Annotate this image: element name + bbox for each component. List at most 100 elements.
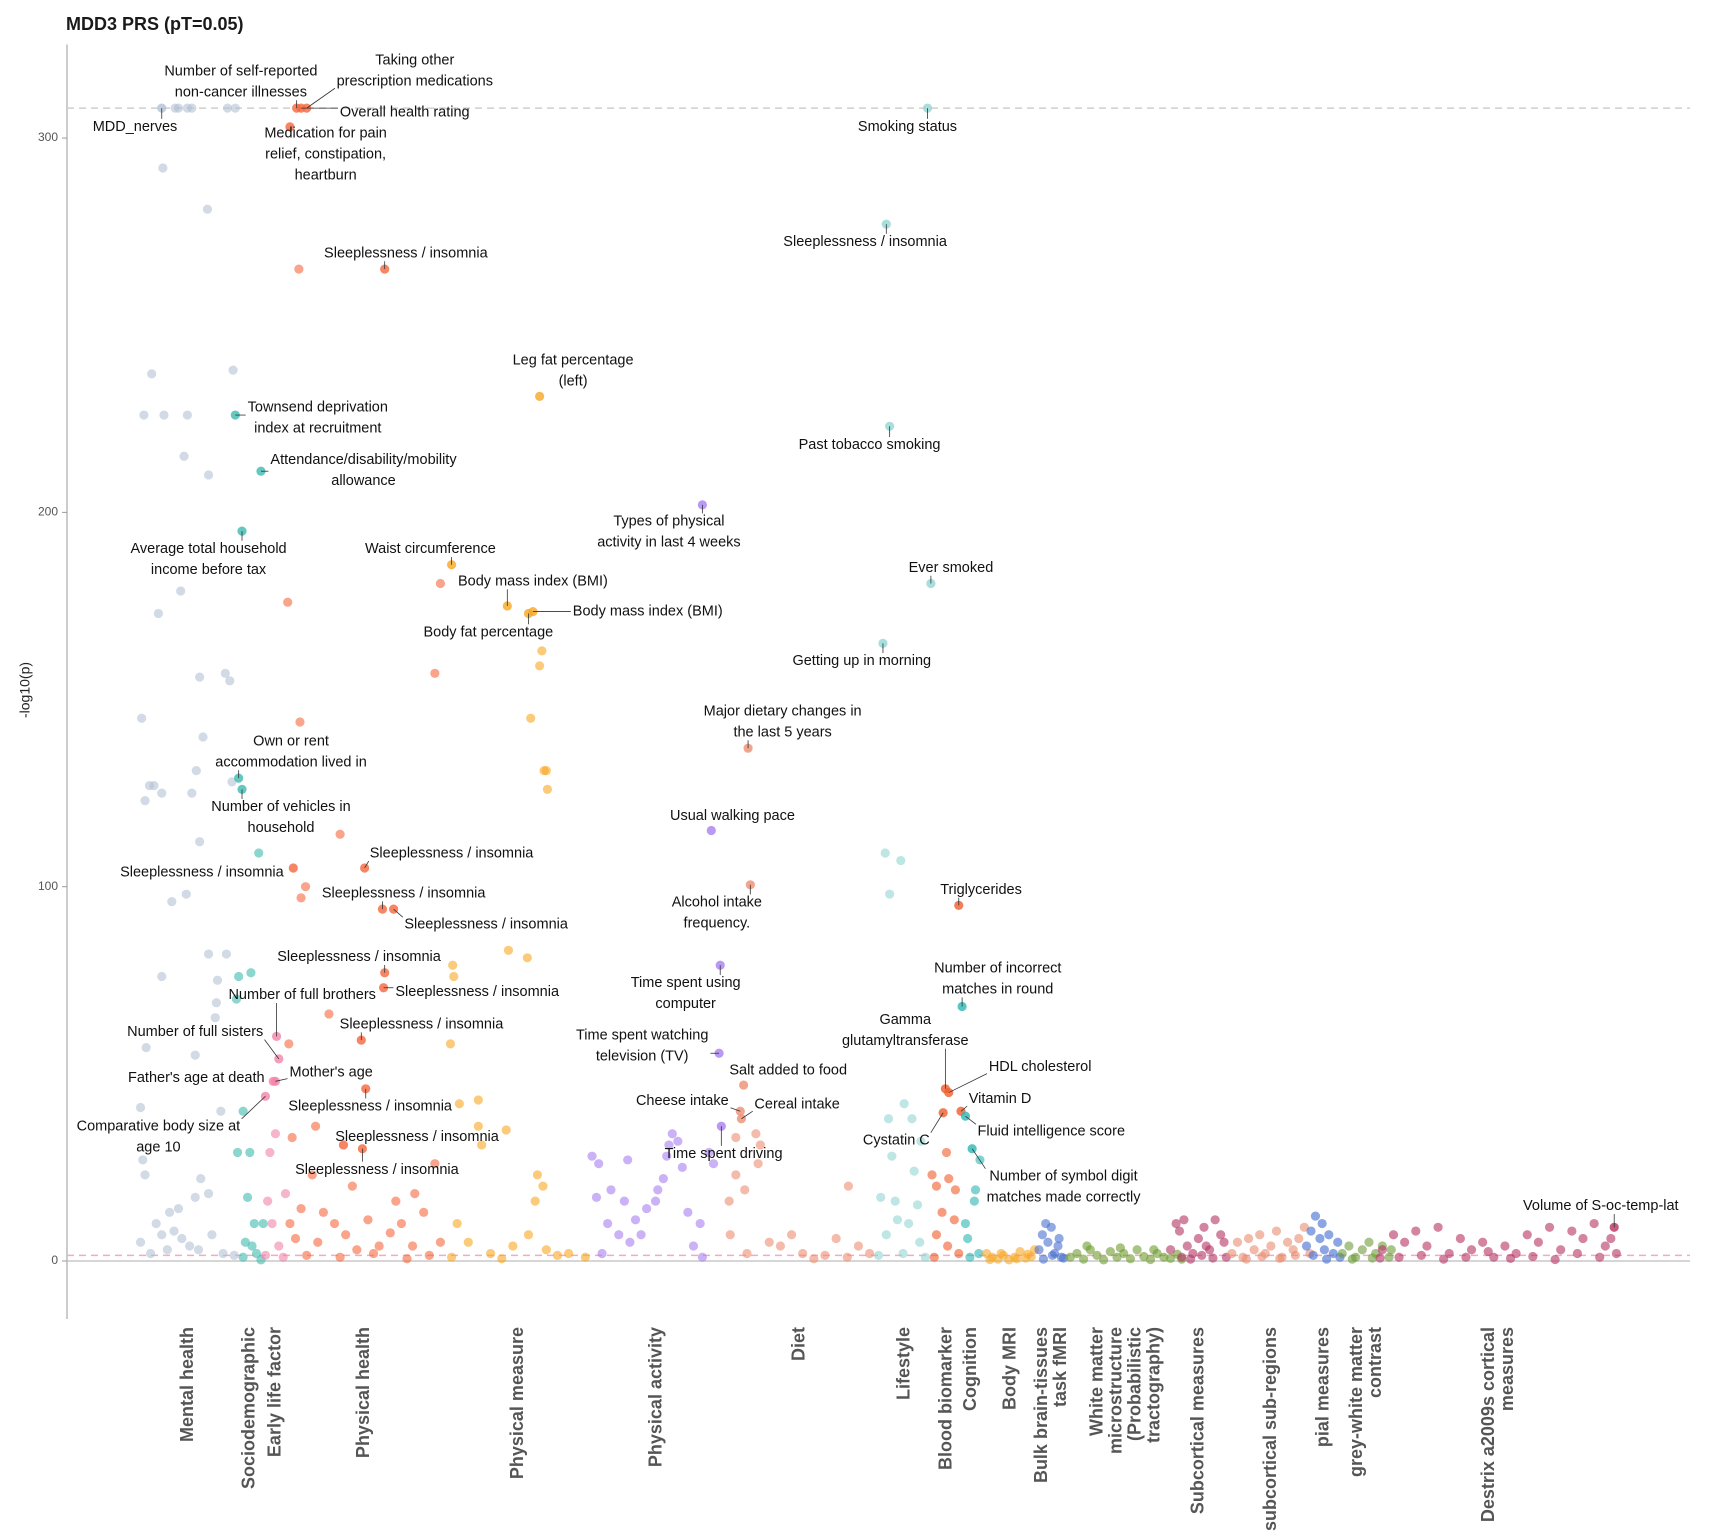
- point: [798, 1248, 808, 1259]
- point: [1092, 1250, 1102, 1260]
- point: [1333, 1237, 1343, 1247]
- point: [430, 1159, 440, 1169]
- point: [1455, 1233, 1465, 1244]
- y-tick-label: 200: [38, 505, 58, 519]
- point: [1299, 1222, 1309, 1232]
- point: [242, 1192, 253, 1202]
- point: [1177, 1252, 1187, 1262]
- annotation: HDL cholesterol: [989, 1059, 1092, 1075]
- point: [227, 777, 237, 787]
- annotation: Smoking status: [858, 119, 957, 135]
- annotation: Body mass index (BMI): [458, 573, 608, 589]
- point: [751, 1129, 761, 1139]
- point: [232, 1147, 243, 1158]
- annotation: Taking other prescription medications: [337, 52, 493, 89]
- point: [1344, 1241, 1354, 1251]
- point: [1171, 1218, 1181, 1229]
- point: [485, 1248, 496, 1259]
- point: [335, 1252, 345, 1262]
- category-label: grey-white mattercontrast: [1346, 1327, 1385, 1477]
- point: [245, 1147, 255, 1158]
- point: [1308, 1250, 1318, 1260]
- point: [187, 788, 197, 798]
- point: [1053, 1241, 1063, 1251]
- point: [254, 848, 264, 858]
- point: [530, 1196, 540, 1206]
- point: [753, 1159, 763, 1169]
- annotation: Comparative body size at age 10: [77, 1118, 241, 1155]
- annotation: Ever smoked: [909, 560, 994, 576]
- point: [912, 1200, 923, 1210]
- annotation: Time spent driving: [665, 1146, 783, 1162]
- point: [173, 103, 184, 113]
- point: [950, 1185, 961, 1195]
- point: [267, 1218, 277, 1229]
- point: [278, 1252, 288, 1262]
- point: [157, 971, 167, 982]
- point: [1197, 1250, 1207, 1260]
- annotation: Time spent watching television (TV): [576, 1027, 708, 1064]
- point: [203, 949, 214, 959]
- point: [1186, 1254, 1196, 1264]
- labeled-point: [714, 1048, 724, 1058]
- annotation: Body mass index (BMI): [573, 603, 723, 619]
- point: [196, 1174, 206, 1184]
- point: [146, 1248, 156, 1259]
- point: [294, 264, 304, 274]
- annotation: Body fat percentage: [423, 624, 553, 640]
- point: [1015, 1247, 1025, 1257]
- category-label: Cognition: [960, 1327, 980, 1411]
- annotation: MDD_nerves: [93, 119, 178, 135]
- point: [210, 1013, 220, 1023]
- annotation: Overall health rating: [340, 104, 470, 120]
- annotation: Sleeplessness / insomnia: [395, 984, 560, 1000]
- point: [251, 1248, 262, 1259]
- point: [1065, 1252, 1075, 1262]
- point: [1589, 1218, 1599, 1229]
- labeled-point: [706, 825, 716, 836]
- point: [532, 1170, 543, 1180]
- point: [667, 1129, 677, 1139]
- point: [207, 1230, 217, 1240]
- annotation: Gamma glutamyltransferase: [842, 1012, 969, 1049]
- annotation: Cheese intake: [636, 1093, 729, 1109]
- point: [522, 953, 532, 963]
- category-label: subcortical sub-regions: [1260, 1327, 1280, 1531]
- point: [664, 1140, 674, 1150]
- point: [1595, 1252, 1605, 1262]
- annotation: Sleeplessness / insomnia: [120, 864, 285, 880]
- point: [650, 1196, 661, 1206]
- point: [597, 1248, 607, 1259]
- point: [1165, 1245, 1176, 1255]
- point: [931, 1181, 942, 1191]
- point: [157, 1230, 167, 1240]
- point: [896, 855, 906, 866]
- point: [880, 848, 890, 858]
- point: [1275, 1253, 1285, 1263]
- leader-line: [241, 1095, 266, 1120]
- point: [185, 1241, 195, 1251]
- annotation: Sleeplessness / insomnia: [340, 1016, 505, 1032]
- leader-line: [741, 1110, 753, 1120]
- annotation: Time spent using computer: [631, 975, 741, 1012]
- point: [673, 1136, 683, 1146]
- point: [435, 1237, 446, 1247]
- category-label: Lifestyle: [893, 1327, 913, 1400]
- point: [1216, 1230, 1226, 1240]
- category-label: Early life factor: [264, 1327, 284, 1457]
- point: [249, 1218, 259, 1229]
- point: [368, 1248, 379, 1259]
- point: [1105, 1247, 1115, 1257]
- annotation: Own or rent accommodation lived in: [215, 733, 367, 770]
- y-tick-label: 0: [51, 1253, 58, 1267]
- point: [526, 713, 536, 723]
- point: [1034, 1245, 1044, 1255]
- point: [138, 1155, 148, 1165]
- point: [463, 1237, 473, 1247]
- annotation: Sleeplessness / insomnia: [288, 1098, 453, 1114]
- point: [135, 1102, 146, 1113]
- point: [230, 103, 240, 113]
- point: [195, 837, 205, 847]
- point: [1219, 1237, 1229, 1247]
